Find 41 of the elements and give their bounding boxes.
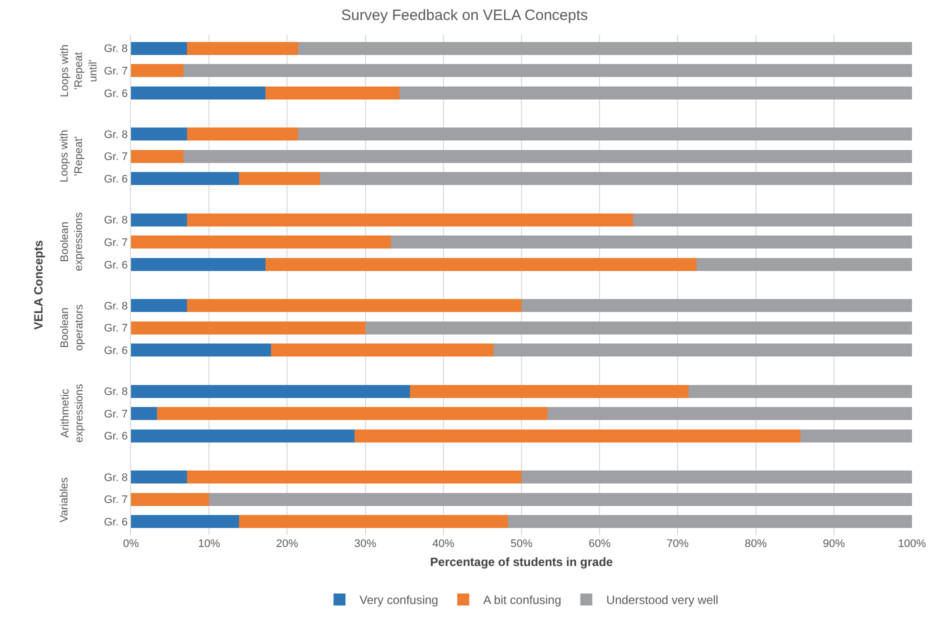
x-tick-label: 80%	[744, 538, 768, 550]
x-tick-label: 30%	[354, 538, 377, 550]
x-tick-label: 10%	[198, 538, 220, 550]
y-tick-label: Gr. 7	[104, 322, 128, 335]
text: Loops with 'Repeat until'	[58, 44, 100, 98]
y-axis-title: VELA Concepts	[31, 240, 46, 330]
x-tick-label: 20%	[276, 538, 298, 550]
y-tick-label: Gr. 7	[104, 236, 128, 249]
x-tick-label: 90%	[822, 538, 846, 550]
y-tick-label: Gr. 8	[104, 214, 128, 227]
y-tick-label: Gr. 8	[104, 300, 128, 312]
y-tick-label: Gr. 6	[104, 430, 128, 443]
y-tick-label: Gr. 6	[104, 174, 128, 186]
x-tick-label: 50%	[510, 538, 533, 550]
y-tick-label: Gr. 7	[104, 151, 128, 164]
y-tick-label: Gr. 6	[104, 516, 128, 528]
text: Boolean expressions	[58, 212, 86, 272]
y-tick-label: Gr. 8	[104, 43, 128, 56]
x-tick-label: 70%	[666, 538, 689, 550]
legend-label: Very confusing	[360, 593, 438, 608]
y-tick-label: Gr. 6	[104, 259, 128, 272]
y-tick-label: Gr. 7	[104, 408, 128, 420]
legend-label: A bit confusing	[483, 593, 562, 608]
y-tick-label: Gr. 8	[104, 386, 128, 398]
y-tick-label: Gr. 7	[104, 494, 128, 506]
y-tick-label: Gr. 6	[104, 344, 128, 357]
y-tick-label: Gr. 8	[104, 128, 128, 141]
text: Loops with 'Repeat'	[58, 130, 85, 182]
x-tick-label: 60%	[588, 538, 611, 550]
text: Boolean operators	[59, 304, 86, 351]
y-tick-label: Gr. 7	[104, 65, 128, 78]
text: Variables	[58, 476, 71, 522]
y-tick-label: Gr. 6	[104, 88, 128, 100]
x-tick-label: 40%	[432, 538, 455, 550]
chart-title: Survey Feedback on VELA Concepts	[341, 6, 588, 24]
text: Arithmetic expressions	[59, 383, 86, 443]
x-axis-title: Percentage of students in grade	[430, 554, 614, 569]
y-tick-label: Gr. 8	[104, 472, 128, 484]
legend-label: Understood very well	[606, 593, 718, 608]
x-tick-label: 0%	[123, 538, 140, 550]
x-tick-label: 100%	[898, 538, 926, 550]
